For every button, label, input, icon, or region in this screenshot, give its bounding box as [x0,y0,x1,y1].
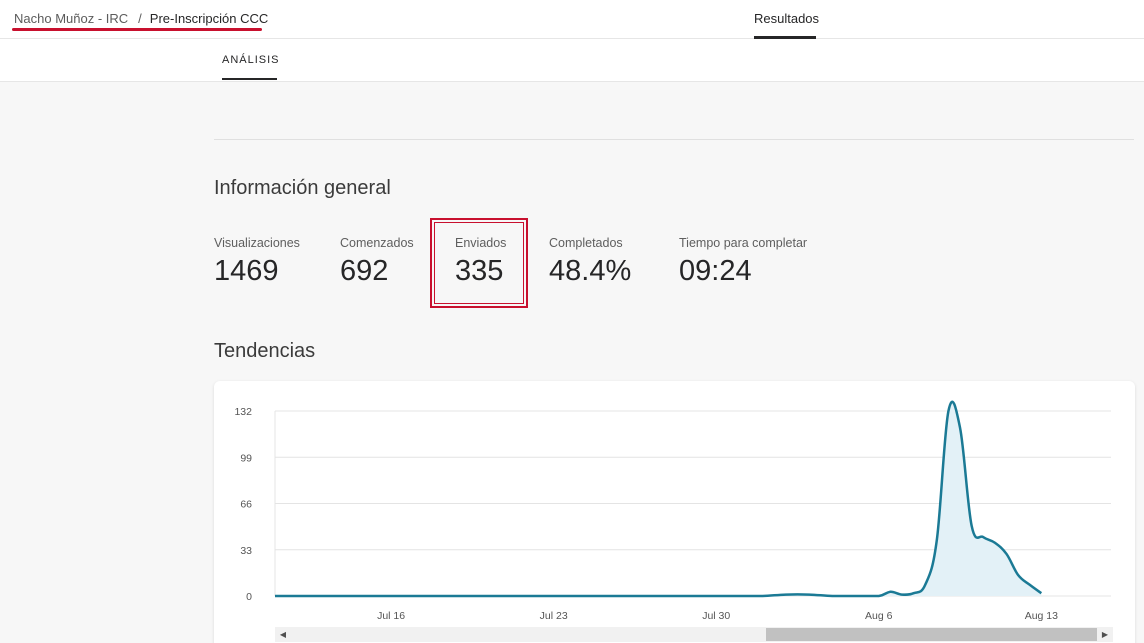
metric-value: 48.4% [549,255,632,287]
series-area [275,401,1042,596]
x-tick-label: Aug 13 [1025,610,1058,622]
breadcrumb-highlight-underline [12,28,262,31]
y-tick-label: 0 [246,591,252,603]
breadcrumb: Nacho Muñoz - IRC / Pre-Inscripción CCC [14,11,268,26]
breadcrumb-separator: / [138,11,142,26]
tab-results[interactable]: Resultados [754,11,820,26]
tab-results-active-indicator [754,36,816,39]
metric-submitted: Enviados 335 [455,236,506,288]
metric-label: Comenzados [340,236,414,250]
x-tick-label: Jul 16 [377,610,405,622]
metric-value: 692 [340,255,389,287]
section-divider [214,139,1134,140]
metric-value: 335 [455,255,504,287]
scroll-right-arrow-icon[interactable]: ▶ [1101,630,1109,639]
metric-label: Completados [549,236,623,250]
x-tick-label: Aug 6 [865,610,893,622]
x-tick-label: Jul 23 [540,610,568,622]
x-tick-label: Jul 30 [702,610,730,622]
metric-label: Tiempo para completar [679,236,808,250]
sub-navigation: ANÁLISIS [0,39,1144,82]
breadcrumb-workspace[interactable]: Nacho Muñoz - IRC [14,11,129,26]
metric-views: Visualizaciones 1469 [214,236,300,288]
metric-label: Visualizaciones [214,236,300,250]
trends-title: Tendencias [214,340,316,362]
metric-completion-time: Tiempo para completar 09:24 [679,236,807,288]
breadcrumb-form[interactable]: Pre-Inscripción CCC [149,11,269,26]
top-bar: Nacho Muñoz - IRC / Pre-Inscripción CCC Re… [0,0,1144,39]
trends-chart: 0 33 66 99 132 Jul 16 Jul 23 Jul 30 Aug 6 Aug 13 [234,400,1111,622]
metric-label: Enviados [455,236,507,250]
scroll-left-arrow-icon[interactable]: ◀ [279,630,287,639]
submitted-highlight-box-inner [434,222,524,304]
y-tick-label: 99 [240,452,252,464]
y-tick-label: 132 [234,406,252,418]
metric-completed: Completados 48.4% [549,236,631,288]
y-tick-label: 33 [240,545,252,557]
tab-analysis-active-indicator [222,78,277,80]
trends-chart-card: 0 33 66 99 132 Jul 16 Jul 23 Jul 30 Aug 6 Aug 13 [214,381,1135,643]
metric-started: Comenzados 692 [340,236,414,288]
y-tick-label: 66 [240,499,252,511]
series-line [275,400,1043,598]
metric-value: 09:24 [679,255,752,287]
overview-title: Información general [214,177,391,199]
tab-analysis[interactable]: ANÁLISIS [222,54,280,66]
chart-scrollbar-thumb[interactable] [766,628,1097,641]
submitted-highlight-box [430,218,528,308]
metric-value: 1469 [214,255,279,287]
